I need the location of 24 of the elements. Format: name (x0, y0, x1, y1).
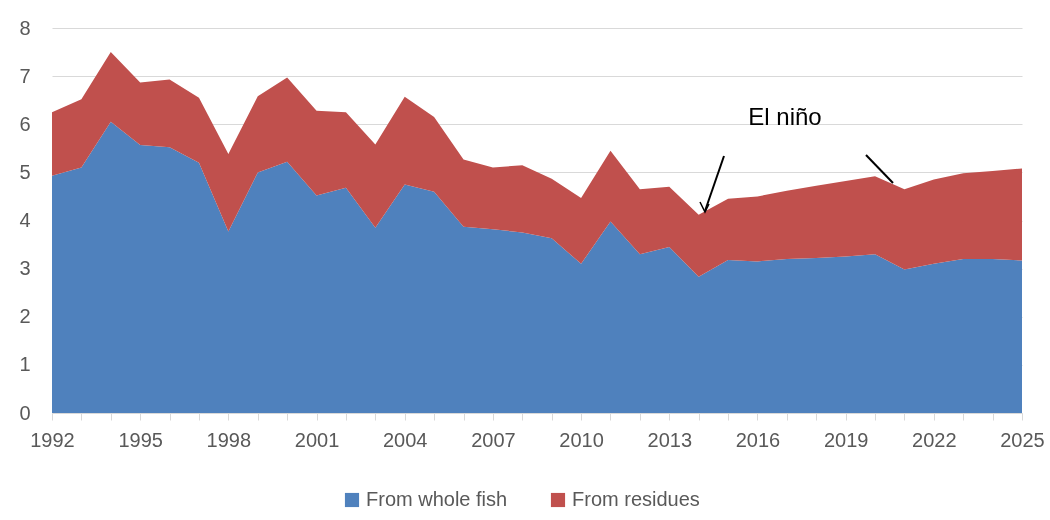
x-tick-label: 2022 (912, 428, 957, 451)
y-tick-label: 0 (19, 401, 31, 424)
x-tick-label: 2019 (823, 428, 869, 451)
x-tick-label: 2016 (735, 428, 781, 451)
y-tick-label: 3 (19, 257, 31, 280)
y-tick-label: 5 (19, 160, 31, 183)
x-tick-label: 2010 (559, 428, 604, 451)
y-tick-label: 8 (19, 16, 31, 39)
x-tick-label: 2004 (382, 428, 428, 451)
y-tick-label: 6 (19, 112, 31, 135)
x-tick-label: 1992 (30, 428, 75, 451)
legend-label: From residues (572, 488, 700, 510)
legend-label: From whole fish (366, 488, 508, 510)
x-tick-label: 1995 (118, 428, 163, 451)
y-tick-label: 7 (19, 64, 31, 87)
x-tick-label: 2007 (471, 428, 516, 451)
annotation: El niño (748, 103, 822, 130)
x-tick-label: 2001 (294, 428, 340, 451)
x-tick-label: 2025 (1000, 428, 1045, 451)
y-tick-label: 2 (19, 305, 31, 328)
x-tick-label: 2013 (647, 428, 693, 451)
y-tick-label: 4 (19, 209, 31, 231)
x-tick-label: 1998 (206, 428, 252, 451)
y-tick-label: 1 (19, 353, 31, 376)
